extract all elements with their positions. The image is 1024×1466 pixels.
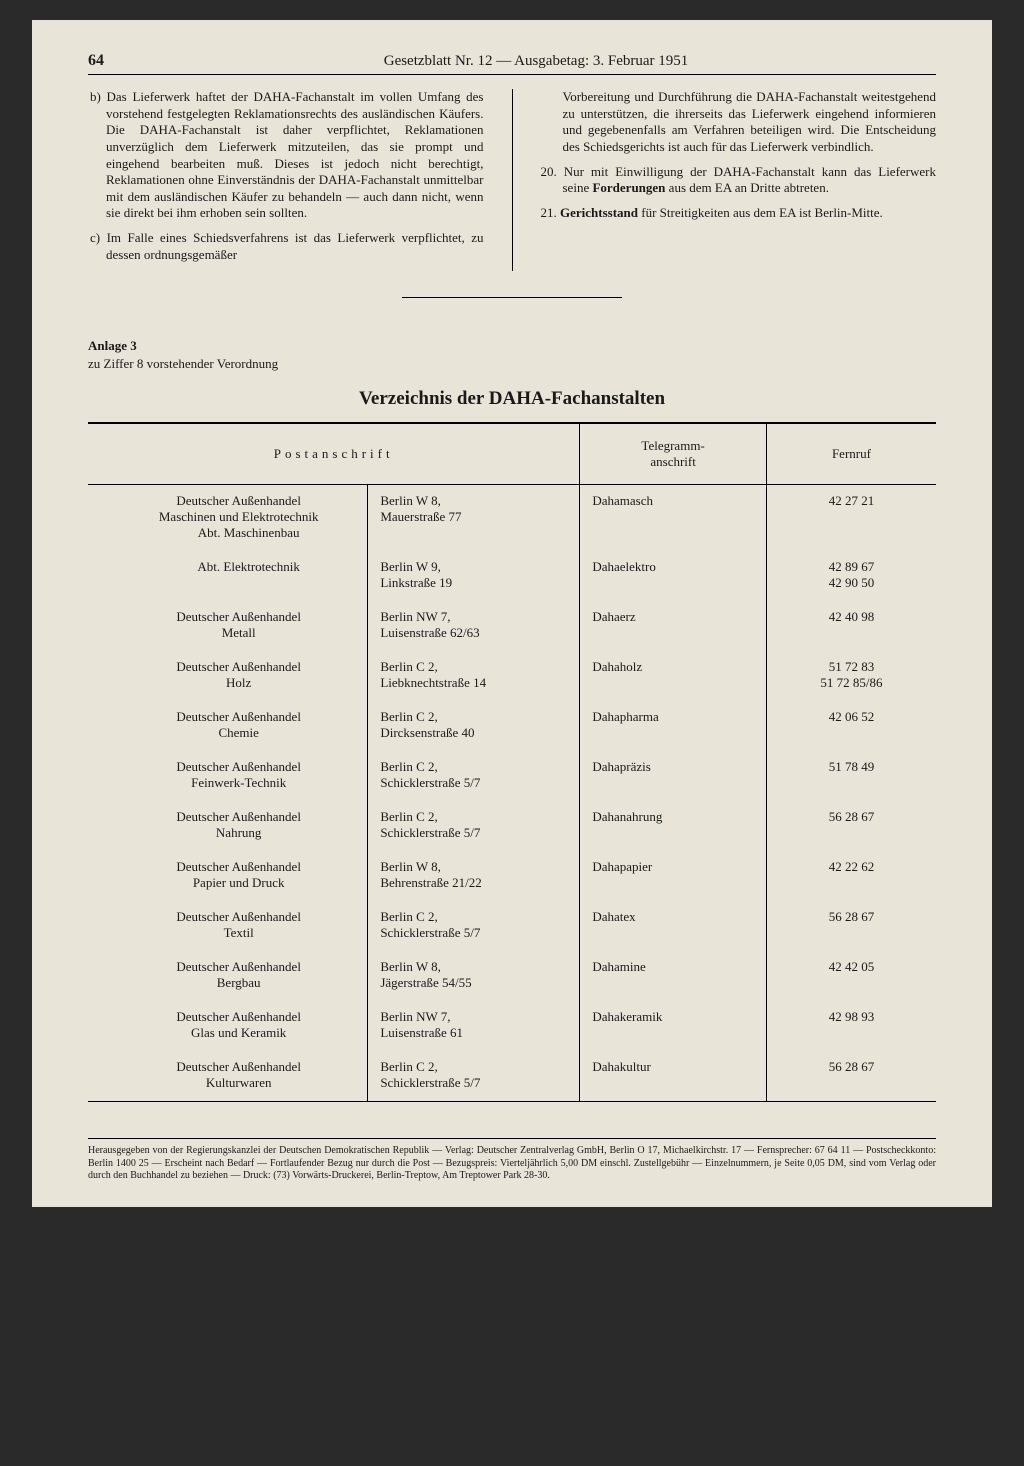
table-row: Deutscher Außenhandel Papier und DruckBe… <box>88 851 936 901</box>
item-b: b) Das Lieferwerk haftet der DAHA-Fachan… <box>88 89 484 222</box>
cell-fernruf: 56 28 67 <box>766 901 936 951</box>
cell-address: Berlin NW 7, Luisenstraße 62/63 <box>368 601 580 651</box>
table-row: Deutscher Außenhandel HolzBerlin C 2, Li… <box>88 651 936 701</box>
cell-address: Berlin W 8, Jägerstraße 54/55 <box>368 951 580 1001</box>
left-column: b) Das Lieferwerk haftet der DAHA-Fachan… <box>88 89 484 271</box>
table-row: Deutscher Außenhandel KulturwarenBerlin … <box>88 1051 936 1102</box>
cell-fernruf: 51 78 49 <box>766 751 936 801</box>
page-number: 64 <box>88 52 136 70</box>
cell-telegramm: Dahaerz <box>580 601 767 651</box>
col-telegramm: Telegramm- anschrift <box>580 423 767 485</box>
cell-fernruf: 42 98 93 <box>766 1001 936 1051</box>
item-21: 21. Gerichtsstand für Streitigkeiten aus… <box>541 205 937 222</box>
cell-fernruf: 42 22 62 <box>766 851 936 901</box>
table-row: Deutscher Außenhandel ChemieBerlin C 2, … <box>88 701 936 751</box>
table-row: Deutscher Außenhandel Glas und KeramikBe… <box>88 1001 936 1051</box>
section-rule <box>402 297 622 298</box>
cell-address: Berlin W 9, Linkstraße 19 <box>368 551 580 601</box>
continuation: Vorbereitung und Durchführung die DAHA-F… <box>541 89 937 156</box>
cell-name: Deutscher Außenhandel Maschinen und Elek… <box>88 485 368 552</box>
cell-address: Berlin C 2, Liebknechtstraße 14 <box>368 651 580 701</box>
cell-fernruf: 56 28 67 <box>766 1051 936 1102</box>
cell-name: Deutscher Außenhandel Bergbau <box>88 951 368 1001</box>
cell-name: Deutscher Außenhandel Papier und Druck <box>88 851 368 901</box>
col-fernruf: Fernruf <box>766 423 936 485</box>
cell-telegramm: Dahaholz <box>580 651 767 701</box>
column-separator <box>512 89 513 271</box>
cell-name: Abt. Elektrotechnik <box>88 551 368 601</box>
cell-address: Berlin W 8, Mauerstraße 77 <box>368 485 580 552</box>
text-columns: b) Das Lieferwerk haftet der DAHA-Fachan… <box>88 89 936 271</box>
cell-telegramm: Dahapräzis <box>580 751 767 801</box>
cell-name: Deutscher Außenhandel Chemie <box>88 701 368 751</box>
table-row: Abt. ElektrotechnikBerlin W 9, Linkstraß… <box>88 551 936 601</box>
cell-telegramm: Dahamasch <box>580 485 767 552</box>
item-20: 20. Nur mit Einwilligung der DAHA-Fachan… <box>541 164 937 197</box>
anlage-label: Anlage 3 <box>88 338 936 354</box>
cell-telegramm: Dahatex <box>580 901 767 951</box>
table-row: Deutscher Außenhandel Feinwerk-TechnikBe… <box>88 751 936 801</box>
table-row: Deutscher Außenhandel Maschinen und Elek… <box>88 485 936 552</box>
cell-name: Deutscher Außenhandel Textil <box>88 901 368 951</box>
table-row: Deutscher Außenhandel BergbauBerlin W 8,… <box>88 951 936 1001</box>
table-header-row: Postanschrift Telegramm- anschrift Fernr… <box>88 423 936 485</box>
cell-fernruf: 42 89 67 42 90 50 <box>766 551 936 601</box>
cell-telegramm: Dahapharma <box>580 701 767 751</box>
cell-address: Berlin W 8, Behrenstraße 21/22 <box>368 851 580 901</box>
cell-name: Deutscher Außenhandel Nahrung <box>88 801 368 851</box>
page-header: 64 Gesetzblatt Nr. 12 — Ausgabetag: 3. F… <box>88 52 936 75</box>
cell-address: Berlin C 2, Schicklerstraße 5/7 <box>368 901 580 951</box>
cell-name: Deutscher Außenhandel Glas und Keramik <box>88 1001 368 1051</box>
document-page: 64 Gesetzblatt Nr. 12 — Ausgabetag: 3. F… <box>32 20 992 1207</box>
cell-name: Deutscher Außenhandel Metall <box>88 601 368 651</box>
cell-fernruf: 42 40 98 <box>766 601 936 651</box>
table-row: Deutscher Außenhandel MetallBerlin NW 7,… <box>88 601 936 651</box>
daha-table: Postanschrift Telegramm- anschrift Fernr… <box>88 422 936 1102</box>
cell-telegramm: Dahapapier <box>580 851 767 901</box>
cell-name: Deutscher Außenhandel Feinwerk-Technik <box>88 751 368 801</box>
imprint: Herausgegeben von der Regierungskanzlei … <box>88 1138 936 1183</box>
cell-fernruf: 42 27 21 <box>766 485 936 552</box>
table-row: Deutscher Außenhandel TextilBerlin C 2, … <box>88 901 936 951</box>
item-c: c) Im Falle eines Schiedsverfahrens ist … <box>88 230 484 263</box>
cell-telegramm: Dahaelektro <box>580 551 767 601</box>
table-title: Verzeichnis der DAHA-Fachanstalten <box>88 388 936 410</box>
col-postanschrift: Postanschrift <box>88 423 580 485</box>
cell-address: Berlin C 2, Schicklerstraße 5/7 <box>368 1051 580 1102</box>
cell-name: Deutscher Außenhandel Holz <box>88 651 368 701</box>
cell-address: Berlin C 2, Schicklerstraße 5/7 <box>368 751 580 801</box>
cell-telegramm: Dahakultur <box>580 1051 767 1102</box>
cell-telegramm: Dahamine <box>580 951 767 1001</box>
cell-telegramm: Dahanahrung <box>580 801 767 851</box>
cell-telegramm: Dahakeramik <box>580 1001 767 1051</box>
cell-address: Berlin C 2, Schicklerstraße 5/7 <box>368 801 580 851</box>
header-title: Gesetzblatt Nr. 12 — Ausgabetag: 3. Febr… <box>136 53 936 70</box>
cell-name: Deutscher Außenhandel Kulturwaren <box>88 1051 368 1102</box>
right-column: Vorbereitung und Durchführung die DAHA-F… <box>541 89 937 271</box>
cell-fernruf: 42 42 05 <box>766 951 936 1001</box>
cell-fernruf: 51 72 83 51 72 85/86 <box>766 651 936 701</box>
anlage-subtitle: zu Ziffer 8 vorstehender Verordnung <box>88 356 936 372</box>
cell-address: Berlin C 2, Dircksenstraße 40 <box>368 701 580 751</box>
cell-fernruf: 42 06 52 <box>766 701 936 751</box>
table-row: Deutscher Außenhandel NahrungBerlin C 2,… <box>88 801 936 851</box>
cell-fernruf: 56 28 67 <box>766 801 936 851</box>
cell-address: Berlin NW 7, Luisenstraße 61 <box>368 1001 580 1051</box>
